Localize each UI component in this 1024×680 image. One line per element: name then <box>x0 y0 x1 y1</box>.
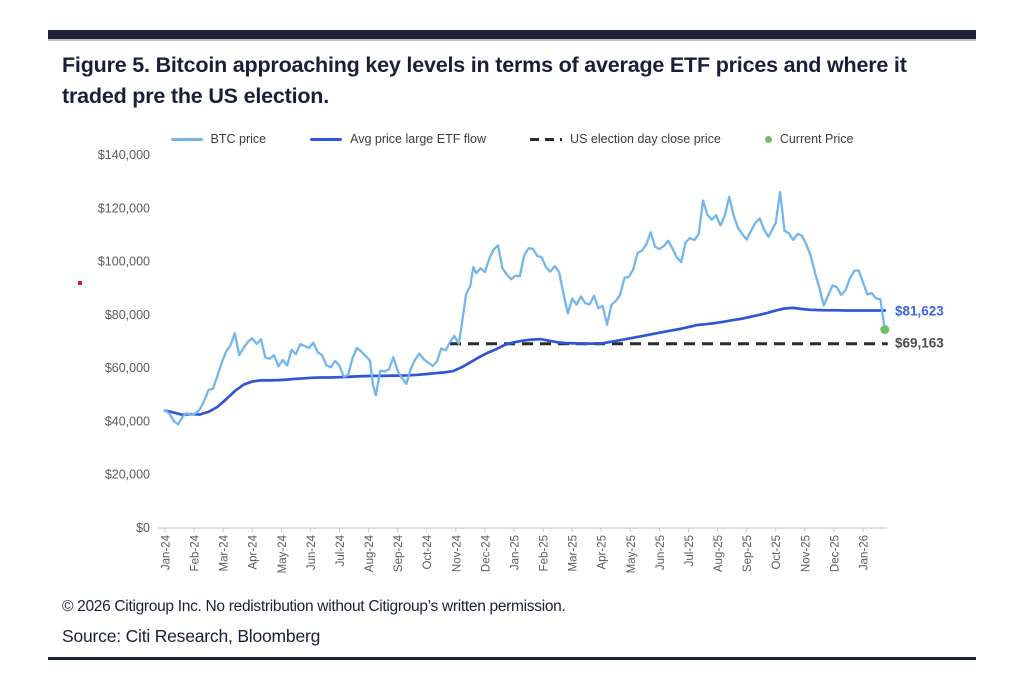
x-axis-label: Feb-25 <box>539 535 551 571</box>
copyright-note: © 2026 Citigroup Inc. No redistribution … <box>62 598 566 615</box>
bottom-rule-bar <box>48 657 976 660</box>
y-axis-label: $120,000 <box>98 201 150 215</box>
legend-item-btc-price: BTC price <box>170 132 267 146</box>
legend-label-current-price: Current Price <box>779 132 854 146</box>
x-axis-label: Nov-24 <box>451 534 463 572</box>
y-axis-label: $40,000 <box>105 414 150 428</box>
x-axis-label: Jun-25 <box>655 535 667 570</box>
legend-item-election-close: US election day close price <box>530 132 721 146</box>
x-axis-label: Jun-24 <box>306 534 318 570</box>
top-rule-bar <box>48 30 976 41</box>
y-axis-label: $0 <box>136 521 150 535</box>
x-axis-label: Sep-25 <box>742 535 754 572</box>
election-dash-swatch-icon <box>530 137 563 141</box>
x-axis-label: Jan-24 <box>161 534 173 570</box>
btc-line-swatch-icon <box>170 137 203 141</box>
y-axis-label: $60,000 <box>105 361 150 375</box>
x-axis-label: Aug-25 <box>713 535 725 572</box>
avg-etf-price-line <box>163 306 887 417</box>
x-axis-label: Feb-24 <box>190 534 202 571</box>
x-axis-label: Dec-24 <box>480 534 492 572</box>
annotation-69163: $69,163 <box>895 336 944 351</box>
current-price-dot <box>880 325 890 335</box>
x-axis-label: Oct-24 <box>422 534 434 569</box>
legend-label-election-close: US election day close price <box>570 132 721 146</box>
source-note: Source: Citi Research, Bloomberg <box>62 626 321 646</box>
x-axis-label: Nov-25 <box>800 535 812 572</box>
x-axis-label: Jan-26 <box>858 535 870 570</box>
x-axis-label: Oct-25 <box>771 535 783 570</box>
x-axis-label: Jan-25 <box>509 535 521 570</box>
y-axis-label: $80,000 <box>105 308 150 322</box>
figure-title: Figure 5. Bitcoin approaching key levels… <box>62 53 907 108</box>
x-axis-label: May-24 <box>277 534 289 573</box>
x-axis-label: Mar-24 <box>219 534 231 571</box>
x-axis-label: Dec-25 <box>829 535 841 572</box>
legend-label-avg-etf: Avg price large ETF flow <box>350 132 487 146</box>
annotation-81623: $81,623 <box>895 304 944 319</box>
x-axis-label: Mar-25 <box>568 535 580 571</box>
y-axis-label: $100,000 <box>98 255 150 269</box>
y-axis-label: $20,000 <box>105 468 150 482</box>
x-axis-label: May-25 <box>626 535 638 573</box>
btc-price-line <box>163 190 886 426</box>
avg-etf-line-swatch-icon <box>310 137 343 141</box>
chart-legend: BTC price Avg price large ETF flow US el… <box>112 132 912 146</box>
x-axis-label: Aug-24 <box>364 534 376 572</box>
legend-label-btc-price: BTC price <box>210 132 267 146</box>
x-axis-label: Jul-25 <box>684 535 696 566</box>
red-marker-artifact <box>78 281 82 285</box>
legend-item-current-price: Current Price <box>764 132 854 146</box>
y-axis-label: $140,000 <box>98 148 150 162</box>
x-axis-label: Apr-24 <box>248 534 260 569</box>
current-price-dot-swatch-icon <box>764 135 772 143</box>
x-axis-label: Apr-25 <box>597 535 609 570</box>
legend-item-avg-etf: Avg price large ETF flow <box>310 132 486 146</box>
x-axis-label: Jul-24 <box>335 534 347 566</box>
x-axis-label: Sep-24 <box>393 534 405 572</box>
